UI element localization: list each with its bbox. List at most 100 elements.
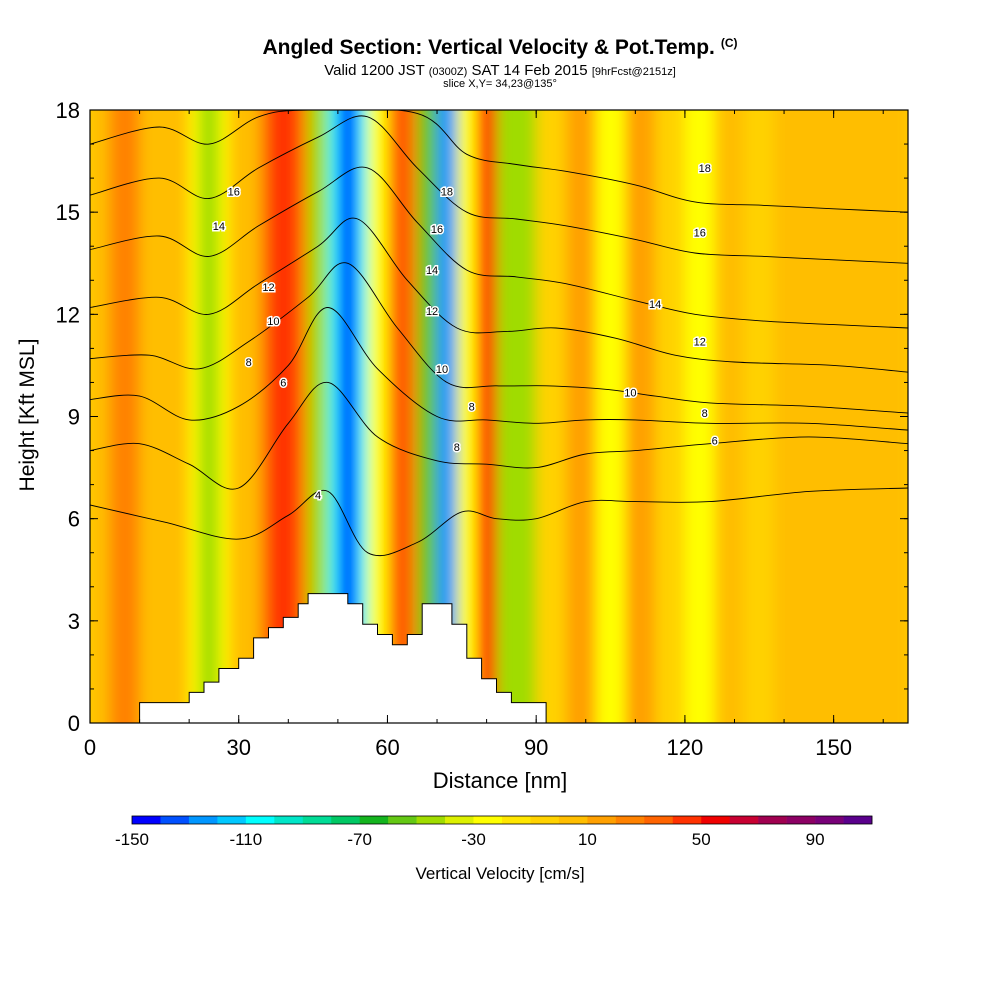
colorbar-label: Vertical Velocity [cm/s] xyxy=(415,864,585,883)
theta-contour xyxy=(90,262,908,414)
velocity-band xyxy=(774,110,908,723)
velocity-band xyxy=(684,110,715,723)
velocity-band xyxy=(308,110,328,723)
y-tick-label: 3 xyxy=(68,609,80,634)
contour-label: 8 xyxy=(702,408,708,420)
colorbar-swatch xyxy=(388,816,417,824)
velocity-band xyxy=(625,110,656,723)
colorbar-swatch xyxy=(160,816,190,824)
valid-fcst: [9hrFcst@2151z] xyxy=(591,66,676,78)
contour-label: 10 xyxy=(267,316,279,328)
y-tick-label: 6 xyxy=(68,507,80,532)
colorbar-swatch xyxy=(188,816,218,824)
velocity-band xyxy=(496,110,537,723)
colorbar-tick-label: 10 xyxy=(578,830,597,849)
colorbar-tick-label: 50 xyxy=(692,830,711,849)
contour-labels: 4 6 6 8 8 8 8 10 10 10 12 12 12 14 14 14 16 16 16 18 18 xyxy=(211,161,719,503)
x-tick-label: 90 xyxy=(524,735,548,760)
colorbar-swatch xyxy=(530,816,560,824)
theta-contour xyxy=(90,381,908,490)
velocity-band xyxy=(109,110,140,723)
x-tick-label: 60 xyxy=(375,735,399,760)
contour-label: 14 xyxy=(213,221,225,233)
contour-label: 6 xyxy=(712,435,718,447)
colorbar-swatch xyxy=(587,816,617,824)
title-main: Angled Section: Vertical Velocity & Pot.… xyxy=(262,36,715,59)
axis-ticks: 0 30 60 90 120 150 0 3 6 9 12 15 18 xyxy=(56,98,908,760)
colorbar-swatch xyxy=(331,816,360,824)
colorbar-swatch xyxy=(644,816,674,824)
y-tick-label: 0 xyxy=(68,711,80,736)
velocity-band xyxy=(595,110,626,723)
theta-contour xyxy=(90,307,908,431)
contour-label: 10 xyxy=(624,388,636,400)
contour-label: 6 xyxy=(280,377,286,389)
contour-label: 16 xyxy=(431,224,443,236)
colorbar-swatch xyxy=(502,816,531,824)
velocity-band xyxy=(417,110,438,723)
colorbar-swatch xyxy=(359,816,389,824)
y-tick-label: 9 xyxy=(68,405,80,430)
x-axis-label: Distance [nm] xyxy=(432,768,568,793)
contour-label: 18 xyxy=(699,163,711,175)
velocity-band xyxy=(397,110,408,723)
y-tick-label: 18 xyxy=(56,98,80,123)
contour-label: 12 xyxy=(426,306,438,318)
slice-info: slice X,Y= 34,23@135° xyxy=(443,78,557,90)
theta-contour xyxy=(90,487,908,557)
title-tag: (C) xyxy=(720,36,738,50)
colorbar-swatch xyxy=(473,816,503,824)
valid-date: SAT 14 Feb 2015 xyxy=(471,62,588,79)
contour-label: 8 xyxy=(469,401,475,413)
y-tick-label: 15 xyxy=(56,200,80,225)
contour-label: 10 xyxy=(436,364,448,376)
contour-label: 14 xyxy=(649,299,661,311)
theta-contour xyxy=(90,110,908,213)
contour-label: 12 xyxy=(262,282,274,294)
colorbar-tick-label: -150 xyxy=(115,830,149,849)
colorbar-swatch xyxy=(843,816,873,824)
velocity-band xyxy=(714,110,745,723)
contour-label: 16 xyxy=(694,228,706,240)
theta-contour xyxy=(90,166,908,329)
contour-label: 8 xyxy=(454,442,460,454)
colorbar-swatch xyxy=(274,816,304,824)
valid-prefix: Valid 1200 JST xyxy=(324,62,425,79)
contour-label: 12 xyxy=(694,337,706,349)
terrain xyxy=(139,593,547,724)
colorbar-tick-label: 90 xyxy=(806,830,825,849)
contour-label: 14 xyxy=(426,265,438,277)
colorbar-swatch xyxy=(615,816,645,824)
valid-zulu: (0300Z) xyxy=(428,66,468,78)
colorbar-tick-label: -70 xyxy=(347,830,372,849)
contour-label: 8 xyxy=(246,357,252,369)
colorbar-frame xyxy=(131,815,873,825)
colorbar-swatch xyxy=(217,816,247,824)
velocity-band xyxy=(228,110,259,723)
velocity-band xyxy=(744,110,775,723)
x-tick-label: 30 xyxy=(226,735,250,760)
velocity-band xyxy=(565,110,596,723)
x-tick-label: 120 xyxy=(667,735,704,760)
colorbar-swatch xyxy=(729,816,759,824)
colorbar-tick-label: -30 xyxy=(461,830,486,849)
velocity-band xyxy=(655,110,685,723)
colorbar: -150 -110 -70 -30 10 50 90 xyxy=(115,815,873,849)
y-axis-label: Height [Kft MSL] xyxy=(16,338,39,492)
velocity-band xyxy=(337,110,358,723)
theta-contours xyxy=(90,110,908,557)
colorbar-swatch xyxy=(132,816,161,824)
velocity-band xyxy=(367,110,388,723)
chart-title: Angled Section: Vertical Velocity & Pot.… xyxy=(0,36,1000,60)
colorbar-swatch xyxy=(445,816,474,824)
colorbar-swatch xyxy=(701,816,730,824)
x-tick-label: 0 xyxy=(84,735,96,760)
theta-contour xyxy=(90,217,908,373)
velocity-band xyxy=(536,110,566,723)
colorbar-swatch xyxy=(786,816,816,824)
velocity-field xyxy=(90,110,908,723)
y-tick-label: 12 xyxy=(56,302,80,327)
contour-label: 18 xyxy=(441,187,453,199)
velocity-band xyxy=(437,110,457,723)
contour-label: 16 xyxy=(228,187,240,199)
